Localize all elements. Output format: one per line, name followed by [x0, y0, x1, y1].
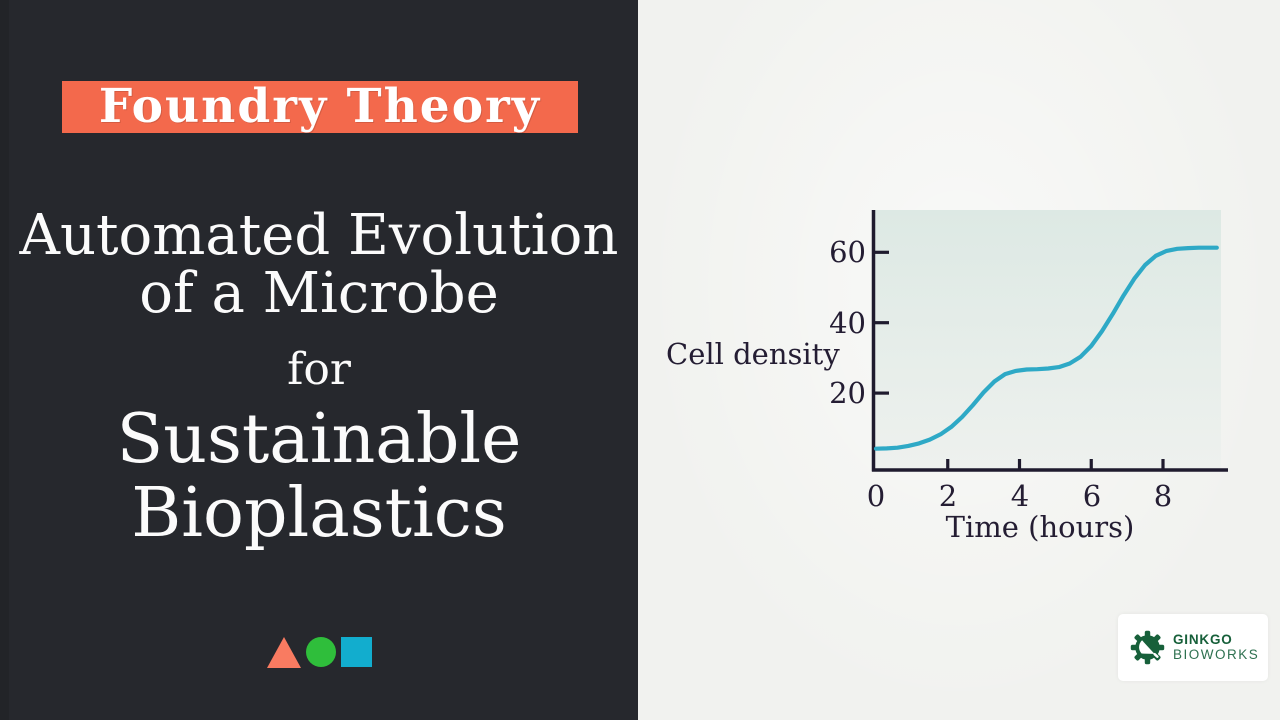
logo-text: GINKGO BIOWORKS — [1173, 633, 1259, 662]
y-axis-label: Cell density — [666, 337, 840, 371]
y-tick-label-40: 40 — [829, 306, 866, 340]
brand-name: Foundry Theory — [98, 79, 542, 134]
plot-area — [875, 210, 1221, 470]
logo-name: GINKGO — [1173, 632, 1233, 647]
decorative-shapes — [0, 635, 638, 669]
left-title-panel: Foundry Theory Automated Evolution of a … — [0, 0, 638, 720]
title-line-1: Automated Evolution — [19, 203, 619, 268]
ginkgo-bioworks-logo: GINKGO BIOWORKS — [1118, 614, 1268, 681]
x-tick-label-0: 0 — [866, 479, 886, 513]
gear-leaf-icon — [1130, 630, 1165, 665]
x-tick-label-4: 4 — [1010, 479, 1030, 513]
title-line-2: of a Microbe — [139, 261, 499, 326]
x-axis-label: Time (hours) — [945, 510, 1135, 544]
title-line-4: Sustainable — [116, 400, 522, 479]
triangle-icon — [266, 636, 301, 668]
x-tick-label-2: 2 — [938, 479, 958, 513]
brand-banner: Foundry Theory — [62, 81, 578, 133]
circle-icon — [305, 637, 336, 667]
y-tick-label-60: 60 — [829, 235, 866, 269]
x-tick-label-8: 8 — [1153, 479, 1173, 513]
title-line-3: for — [287, 344, 351, 395]
square-icon — [340, 637, 372, 667]
x-tick-label-6: 6 — [1082, 479, 1102, 513]
logo-subname: BIOWORKS — [1173, 647, 1260, 662]
title-line-5: Bioplastics — [131, 474, 507, 553]
y-tick-label-20: 20 — [829, 376, 866, 410]
